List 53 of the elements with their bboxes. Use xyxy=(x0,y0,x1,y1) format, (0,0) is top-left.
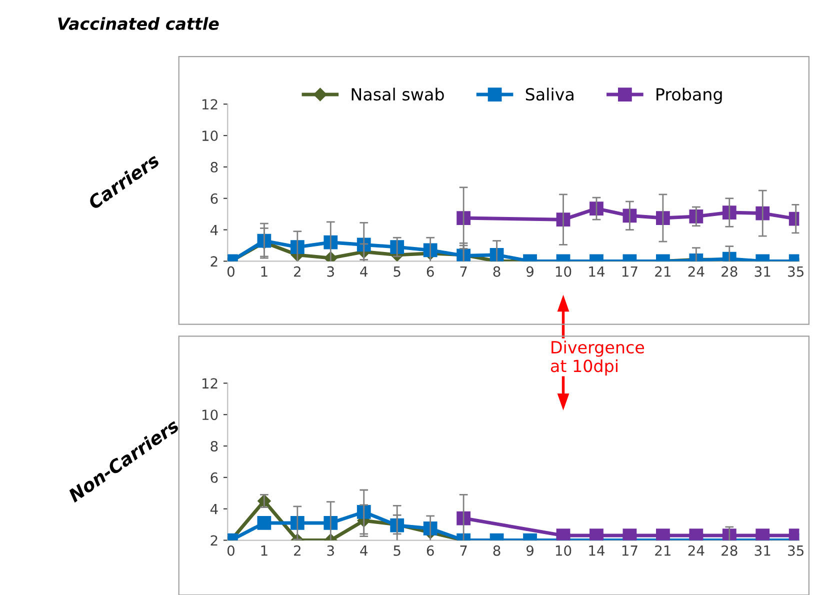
x-tick-label: 17 xyxy=(622,546,638,556)
x-tick-label: 4 xyxy=(360,266,368,277)
x-tick-label: 7 xyxy=(460,546,467,556)
x-tick-label: 35 xyxy=(788,266,804,277)
y-tick-label: 10 xyxy=(202,410,218,420)
x-tick-label: 24 xyxy=(688,545,704,556)
x-tick-label: 2 xyxy=(294,545,300,556)
x-tick-label: 28 xyxy=(722,266,738,277)
x-tick-label: 17 xyxy=(622,266,638,277)
x-tick-label: 24 xyxy=(688,266,704,277)
legend-label: Saliva xyxy=(526,88,574,101)
x-tick-label: 0 xyxy=(227,545,234,556)
y-tick-label: 2 xyxy=(210,256,218,266)
y-tick-label: 12 xyxy=(202,99,218,110)
x-tick-label: 5 xyxy=(394,266,400,277)
x-tick-label: 14 xyxy=(589,546,605,556)
legend-label: Probang xyxy=(656,88,722,104)
x-tick-label: 3 xyxy=(327,545,334,556)
x-tick-label: 8 xyxy=(493,545,500,556)
x-tick-label: 1 xyxy=(261,266,268,277)
x-tick-label: 9 xyxy=(526,545,534,556)
x-tick-label: 14 xyxy=(589,266,605,277)
x-tick-label: 6 xyxy=(426,545,434,556)
x-tick-label: 10 xyxy=(556,545,572,556)
x-tick-label: 35 xyxy=(788,545,804,556)
x-tick-label: 3 xyxy=(327,266,334,277)
x-tick-label: 21 xyxy=(655,266,670,277)
y-tick-label: 4 xyxy=(210,504,218,514)
y-tick-label: 8 xyxy=(210,440,218,452)
y-tick-label: 4 xyxy=(210,224,218,236)
x-tick-label: 8 xyxy=(493,266,500,277)
y-tick-label: 12 xyxy=(202,378,218,388)
y-tick-label: 10 xyxy=(202,130,218,142)
x-tick-label: 5 xyxy=(394,546,400,556)
x-tick-label: 21 xyxy=(655,545,670,556)
y-tick-label: 2 xyxy=(210,535,218,546)
x-tick-label: 31 xyxy=(754,266,770,277)
chart-title: Vaccinated cattle xyxy=(58,17,219,30)
x-tick-label: 1 xyxy=(261,546,268,556)
x-tick-label: 2 xyxy=(294,266,300,277)
x-tick-label: 7 xyxy=(460,266,467,277)
y-tick-label: 6 xyxy=(210,472,218,483)
x-tick-label: 31 xyxy=(754,545,770,556)
x-tick-label: 4 xyxy=(360,546,368,556)
x-tick-label: 6 xyxy=(426,266,434,277)
y-tick-label: 6 xyxy=(210,193,218,204)
x-tick-label: 9 xyxy=(526,266,534,277)
text: Divergence at 10dpi xyxy=(550,340,644,376)
legend-label: Nasal swab xyxy=(352,88,444,101)
x-tick-label: 28 xyxy=(722,545,738,556)
y-tick-label: 8 xyxy=(210,162,218,172)
x-tick-label: 0 xyxy=(227,266,234,277)
x-tick-label: 10 xyxy=(556,266,572,277)
